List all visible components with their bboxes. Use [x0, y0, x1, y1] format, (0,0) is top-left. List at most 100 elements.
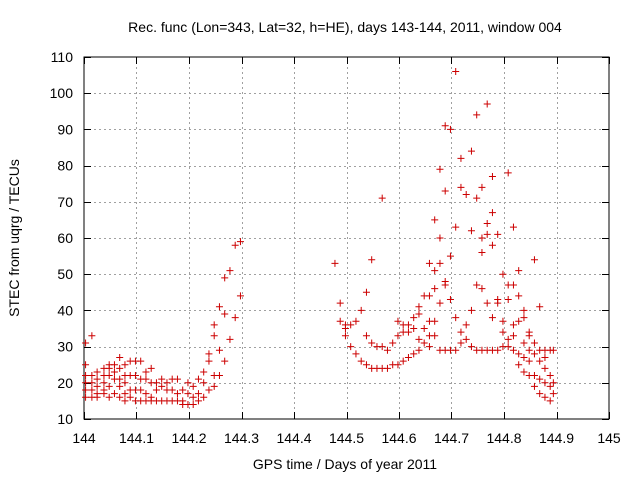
data-point: [436, 165, 444, 173]
data-point: [383, 346, 391, 354]
data-point: [478, 248, 486, 256]
y-tick-label: 40: [57, 302, 73, 318]
data-point: [205, 386, 213, 394]
data-point: [362, 361, 370, 369]
data-point: [488, 314, 496, 322]
data-point: [541, 364, 549, 372]
data-point: [142, 375, 150, 383]
data-point: [452, 346, 460, 354]
data-point: [483, 220, 491, 228]
data-point: [184, 390, 192, 398]
data-point: [515, 350, 523, 358]
data-point: [525, 357, 533, 365]
data-point: [347, 321, 355, 329]
data-point: [331, 259, 339, 267]
data-point: [126, 393, 134, 401]
data-point: [446, 125, 454, 133]
data-point: [210, 321, 218, 329]
data-point: [473, 194, 481, 202]
data-point: [116, 364, 124, 372]
data-point: [457, 183, 465, 191]
x-tick-label: 144: [72, 430, 96, 446]
data-point: [431, 216, 439, 224]
y-tick-label: 10: [57, 411, 73, 427]
data-point: [221, 310, 229, 318]
x-tick-label: 144.7: [434, 430, 469, 446]
data-point: [100, 379, 108, 387]
data-point: [530, 382, 538, 390]
data-point: [88, 379, 96, 387]
data-point: [82, 379, 90, 387]
data-point: [88, 332, 96, 340]
data-point: [231, 241, 239, 249]
data-point: [93, 382, 101, 390]
data-point: [200, 379, 208, 387]
data-point: [226, 335, 234, 343]
x-tick-label: 144.4: [276, 430, 311, 446]
data-point: [215, 346, 223, 354]
data-point: [436, 259, 444, 267]
data-point: [368, 339, 376, 347]
data-point: [93, 375, 101, 383]
data-point: [504, 169, 512, 177]
data-point: [100, 390, 108, 398]
data-point: [509, 332, 517, 340]
data-point: [467, 306, 475, 314]
data-point: [121, 397, 129, 405]
data-point: [452, 314, 460, 322]
data-point: [549, 379, 557, 387]
data-point: [478, 285, 486, 293]
x-tick-label: 145: [597, 430, 621, 446]
data-point: [341, 325, 349, 332]
data-point: [93, 393, 101, 401]
data-point: [473, 281, 481, 289]
data-point: [236, 238, 244, 246]
data-point: [436, 234, 444, 242]
data-point: [504, 296, 512, 304]
data-point: [88, 386, 96, 394]
data-point: [488, 209, 496, 217]
data-point: [210, 332, 218, 340]
data-point: [549, 390, 557, 398]
data-point: [378, 194, 386, 202]
data-point: [499, 317, 507, 325]
data-point: [347, 343, 355, 351]
data-point: [541, 379, 549, 387]
data-point: [82, 361, 90, 369]
data-point: [189, 393, 197, 401]
data-point: [362, 332, 370, 340]
data-point: [121, 361, 129, 369]
grid-lines: [84, 57, 609, 419]
data-point: [462, 191, 470, 199]
data-point: [504, 343, 512, 351]
data-point: [504, 335, 512, 343]
data-point: [105, 393, 113, 401]
x-tick-label: 144.5: [329, 430, 364, 446]
data-point: [215, 372, 223, 380]
data-point: [520, 368, 528, 376]
data-point: [541, 393, 549, 401]
data-point: [404, 328, 412, 336]
data-point: [536, 303, 544, 311]
data-point: [352, 317, 360, 325]
data-point: [525, 332, 533, 340]
x-tick-label: 144.3: [224, 430, 259, 446]
y-axis-label: STEC from uqrg / TECUs: [6, 159, 22, 317]
data-point: [137, 357, 145, 365]
data-point: [530, 350, 538, 358]
data-point: [536, 357, 544, 365]
data-point: [441, 187, 449, 195]
data-point: [341, 332, 349, 340]
data-point: [82, 386, 90, 394]
data-point: [431, 332, 439, 340]
chart-title: Rec. func (Lon=343, Lat=32, h=HE), days …: [128, 19, 562, 35]
data-point: [546, 372, 554, 380]
x-tick-label: 144.6: [381, 430, 416, 446]
data-point: [431, 267, 439, 275]
data-point: [509, 223, 517, 231]
data-point: [420, 325, 428, 332]
data-point: [200, 393, 208, 401]
data-point: [105, 382, 113, 390]
data-point: [520, 339, 528, 347]
data-point: [121, 379, 129, 387]
